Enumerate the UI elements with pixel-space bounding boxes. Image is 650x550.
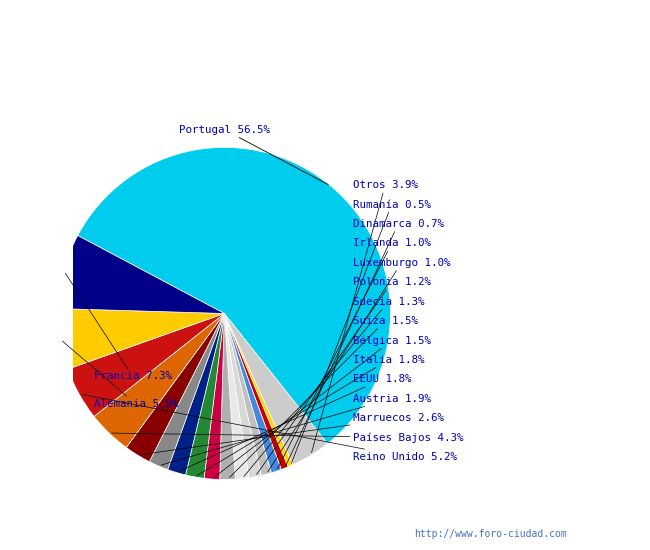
Wedge shape	[58, 309, 224, 369]
Text: Rumanía 0.5%: Rumanía 0.5%	[291, 200, 431, 463]
Text: Irlanda 1.0%: Irlanda 1.0%	[278, 238, 431, 469]
Text: Reino Unido 5.2%: Reino Unido 5.2%	[82, 394, 457, 462]
Text: Lepe - Turistas extranjeros según país - Agosto de 2024: Lepe - Turistas extranjeros según país -…	[84, 15, 566, 31]
Wedge shape	[224, 314, 261, 478]
Text: http://www.foro-ciudad.com: http://www.foro-ciudad.com	[414, 529, 567, 539]
Text: Bélgica 1.5%: Bélgica 1.5%	[214, 335, 431, 477]
Text: Italia 1.8%: Italia 1.8%	[197, 355, 424, 475]
Text: Portugal 56.5%: Portugal 56.5%	[179, 125, 328, 185]
Wedge shape	[224, 314, 271, 475]
Text: Otros 3.9%: Otros 3.9%	[311, 180, 418, 453]
Wedge shape	[68, 314, 224, 416]
Text: EEUU 1.8%: EEUU 1.8%	[179, 374, 411, 471]
Text: Polonia 1.2%: Polonia 1.2%	[257, 277, 431, 475]
Text: Dinamarca 0.7%: Dinamarca 0.7%	[286, 219, 444, 466]
Text: Francia 7.3%: Francia 7.3%	[66, 273, 172, 381]
Text: Marruecos 2.6%: Marruecos 2.6%	[140, 413, 444, 455]
Text: Luxemburgo 1.0%: Luxemburgo 1.0%	[268, 258, 450, 472]
Wedge shape	[224, 314, 281, 473]
Wedge shape	[224, 314, 288, 470]
Wedge shape	[168, 314, 224, 475]
Wedge shape	[224, 314, 292, 467]
Wedge shape	[220, 314, 235, 480]
Wedge shape	[224, 314, 249, 479]
Wedge shape	[78, 147, 391, 444]
Text: Países Bajos 4.3%: Países Bajos 4.3%	[112, 432, 463, 443]
Wedge shape	[204, 314, 224, 480]
Wedge shape	[186, 314, 224, 478]
Text: Suiza 1.5%: Suiza 1.5%	[229, 316, 418, 477]
Text: Austria 1.9%: Austria 1.9%	[161, 394, 431, 465]
Text: Suecia 1.3%: Suecia 1.3%	[244, 296, 424, 476]
Wedge shape	[58, 235, 224, 314]
Wedge shape	[126, 314, 224, 461]
Wedge shape	[150, 314, 224, 470]
Text: Alemania 5.9%: Alemania 5.9%	[62, 341, 178, 409]
Wedge shape	[224, 314, 328, 465]
Wedge shape	[94, 314, 224, 448]
